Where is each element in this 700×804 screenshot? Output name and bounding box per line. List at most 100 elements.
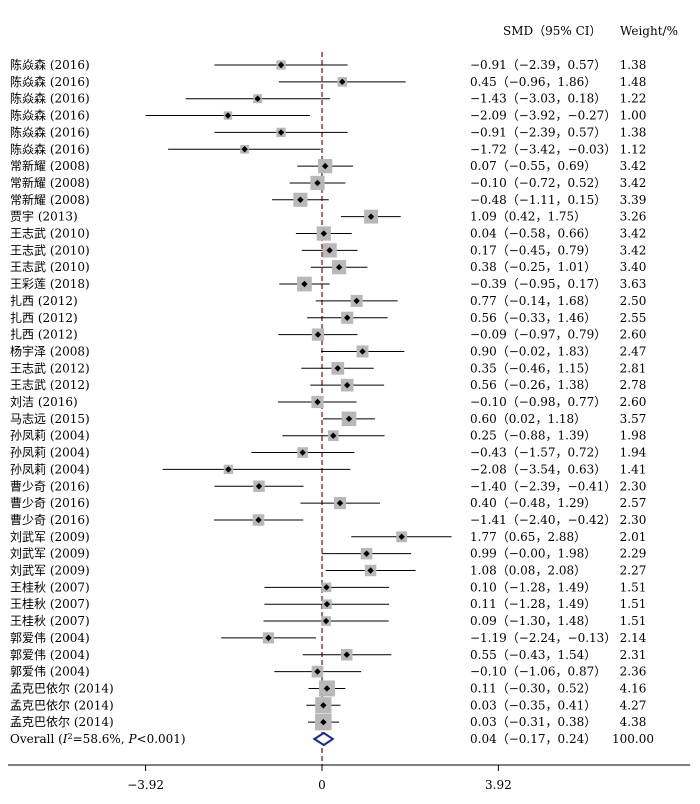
effect-text: −0.10（−1.06，0.87）	[470, 665, 606, 679]
overall-row: Overall (I2=58.6%, P<0.001) 0.04（−0.17，0.…	[10, 731, 654, 747]
study-label: 王志武 (2010)	[10, 260, 90, 274]
effect-text: −1.72（−3.42，−0.03）	[470, 142, 616, 156]
weight-text: 2.81	[620, 361, 647, 375]
weight-text: 1.38	[620, 58, 647, 72]
point-estimate	[320, 718, 327, 726]
weight-text: 2.47	[620, 344, 647, 358]
study-row: 马志远 (2015) 0.60（0.02，1.18） 3.57	[10, 411, 647, 427]
point-estimate	[241, 146, 248, 153]
point-estimate	[277, 61, 285, 69]
weight-text: 1.38	[620, 125, 647, 139]
study-label: 扎西 (2012)	[10, 311, 78, 325]
effect-text: 0.11（−1.28，1.49）	[470, 597, 596, 611]
weight-text: 1.12	[620, 142, 647, 156]
study-row: 曹少奇 (2016) −1.41（−2.40，−0.42） 2.30	[10, 513, 646, 527]
weight-text: 1.22	[620, 92, 647, 106]
weight-text: 3.26	[620, 210, 647, 224]
study-label: 孟克巴依尔 (2014)	[10, 680, 114, 695]
study-label: 王志武 (2010)	[10, 243, 90, 257]
study-label: 扎西 (2012)	[10, 328, 78, 342]
study-label: 陈焱森 (2016)	[10, 141, 90, 156]
point-estimate	[299, 449, 306, 456]
effect-text: 0.35（−0.46，1.15）	[470, 361, 596, 375]
effect-text: 0.09（−1.30，1.48）	[470, 614, 596, 628]
effect-text: −0.39（−0.95，0.17）	[470, 277, 606, 291]
point-estimate	[344, 314, 351, 321]
effect-text: 0.56（−0.26，1.38）	[470, 378, 596, 392]
point-estimate	[314, 398, 321, 406]
study-label: 孙凤莉 (2004)	[10, 446, 90, 460]
point-estimate	[330, 432, 337, 439]
study-row: 孙凤莉 (2004) −0.43（−1.57，0.72） 1.94	[10, 446, 647, 460]
effect-text: 0.56（−0.33，1.46）	[470, 311, 596, 325]
study-row: 郭爱伟 (2004) 0.55（−0.43，1.54） 2.31	[10, 648, 646, 662]
study-row: 曹少奇 (2016) −1.40（−2.39，−0.41） 2.30	[10, 479, 646, 493]
study-label: 王桂秋 (2007)	[10, 596, 90, 611]
effect-text: −2.08（−3.54，0.63）	[470, 462, 606, 476]
effect-text: 0.38（−0.25，1.01）	[470, 260, 596, 274]
study-row: 孟克巴依尔 (2014) 0.11（−0.30，0.52） 4.16	[10, 680, 646, 697]
weight-text: 2.60	[620, 328, 647, 342]
weight-text: 2.57	[620, 496, 647, 510]
study-row: 刘武军 (2009) 0.99（−0.00，1.98） 2.29	[10, 547, 646, 561]
effect-text: 0.10（−1.28，1.49）	[470, 580, 596, 594]
effect-text: 1.77（0.65，2.88）	[470, 530, 586, 544]
point-estimate	[321, 162, 329, 170]
study-row: 扎西 (2012) −0.09（−0.97，0.79） 2.60	[10, 328, 646, 342]
effect-text: −0.91（−2.39，0.57）	[470, 58, 606, 72]
point-estimate	[322, 617, 330, 625]
effect-text: 0.11（−0.30，0.52）	[470, 681, 596, 695]
study-label: 王志武 (2012)	[10, 378, 90, 392]
study-label: 陈焱森 (2016)	[10, 74, 90, 89]
study-row: 陈焱森 (2016) −0.91（−2.39，0.57） 1.38	[10, 57, 646, 72]
study-label: 郭爱伟 (2004)	[10, 665, 90, 679]
study-row: 曹少奇 (2016) 0.40（−0.48，1.29） 2.57	[10, 496, 646, 510]
weight-text: 3.63	[620, 277, 647, 291]
weight-column-header: Weight/%	[620, 24, 678, 38]
study-label: 刘武军 (2009)	[10, 564, 90, 578]
point-estimate	[224, 112, 232, 119]
study-label: 曹少奇 (2016)	[10, 513, 90, 527]
study-label: 孙凤莉 (2004)	[10, 429, 90, 443]
weight-text: 2.31	[620, 648, 647, 662]
study-row: 陈焱森 (2016) −2.09（−3.92，−0.27） 1.00	[10, 108, 646, 123]
study-row: 王桂秋 (2007) 0.11（−1.28，1.49） 1.51	[10, 596, 646, 611]
point-estimate	[345, 415, 353, 423]
study-label: 陈焱森 (2016)	[10, 57, 90, 72]
weight-text: 2.01	[620, 530, 647, 544]
effect-text: 0.03（−0.35，0.41）	[470, 698, 596, 712]
effect-text: 0.77（−0.14，1.68）	[470, 294, 596, 308]
study-row: 王桂秋 (2007) 0.10（−1.28，1.49） 1.51	[10, 579, 646, 594]
point-estimate	[254, 95, 261, 102]
weight-text: 1.48	[620, 75, 647, 89]
study-label: 孟克巴依尔 (2014)	[10, 714, 114, 729]
point-estimate	[359, 348, 366, 355]
point-estimate	[265, 634, 272, 642]
effect-text: 0.40（−0.48，1.29）	[470, 496, 596, 510]
study-row: 陈焱森 (2016) −1.43（−3.03，0.18） 1.22	[10, 91, 646, 106]
x-tick-label: −3.92	[127, 778, 164, 792]
weight-text: 2.27	[620, 564, 647, 578]
effect-text: −1.43（−3.03，0.18）	[470, 92, 606, 106]
study-row: 郭爱伟 (2004) −0.10（−1.06，0.87） 2.36	[10, 665, 646, 679]
study-label: 孟克巴依尔 (2014)	[10, 697, 114, 712]
study-row: 贾宇 (2013) 1.09（0.42，1.75） 3.26	[10, 210, 646, 224]
weight-text: 2.78	[620, 378, 647, 392]
study-row: 常新耀 (2008) −0.48（−1.11，0.15） 3.39	[10, 192, 646, 207]
point-estimate	[320, 230, 327, 237]
effect-text: −0.10（−0.98，0.77）	[470, 395, 606, 409]
weight-text: 2.30	[620, 513, 647, 527]
point-estimate	[314, 331, 322, 338]
weight-text: 3.57	[620, 412, 647, 426]
point-estimate	[334, 365, 341, 372]
study-label: 王志武 (2010)	[10, 227, 90, 241]
weight-text: 1.94	[620, 446, 647, 460]
effect-text: 0.45（−0.96，1.86）	[470, 75, 596, 89]
study-row: 常新耀 (2008) 0.07（−0.55，0.69） 3.42	[10, 158, 646, 174]
weight-text: 2.50	[620, 294, 647, 308]
study-row: 郭爱伟 (2004) −1.19（−2.24，−0.13） 2.14	[10, 631, 647, 645]
study-label: 常新耀 (2008)	[10, 158, 90, 173]
point-estimate	[301, 280, 308, 288]
point-estimate	[314, 179, 321, 187]
